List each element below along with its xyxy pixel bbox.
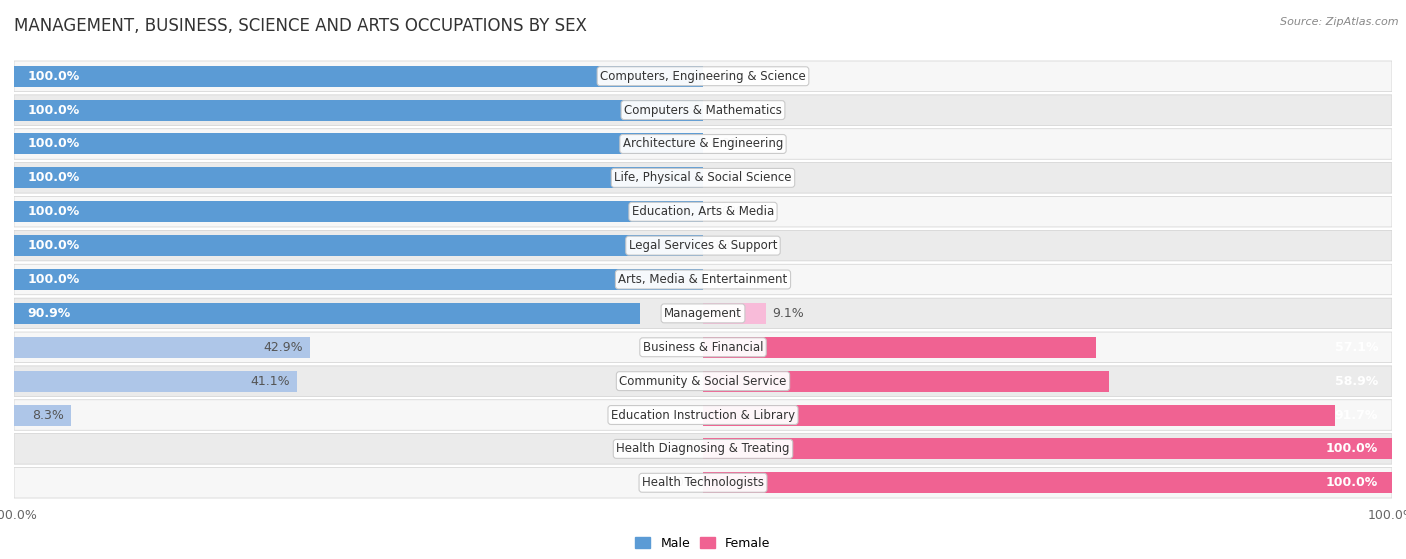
Text: Arts, Media & Entertainment: Arts, Media & Entertainment <box>619 273 787 286</box>
FancyBboxPatch shape <box>14 366 1392 396</box>
Text: 0.0%: 0.0% <box>664 476 696 489</box>
Bar <box>703 438 1392 459</box>
Text: Education Instruction & Library: Education Instruction & Library <box>612 409 794 421</box>
Bar <box>703 472 1392 493</box>
Bar <box>14 235 703 256</box>
FancyBboxPatch shape <box>14 163 1392 193</box>
Bar <box>14 66 703 87</box>
Bar <box>14 201 703 222</box>
Text: 0.0%: 0.0% <box>710 239 742 252</box>
Bar <box>14 337 309 358</box>
Text: Health Diagnosing & Treating: Health Diagnosing & Treating <box>616 442 790 456</box>
Text: 100.0%: 100.0% <box>28 172 80 184</box>
Text: 100.0%: 100.0% <box>28 205 80 218</box>
FancyBboxPatch shape <box>14 434 1392 464</box>
Text: 0.0%: 0.0% <box>664 442 696 456</box>
Text: 0.0%: 0.0% <box>710 70 742 83</box>
Bar <box>703 337 1097 358</box>
Text: 41.1%: 41.1% <box>250 375 290 387</box>
Text: 8.3%: 8.3% <box>32 409 65 421</box>
Bar <box>14 167 703 188</box>
Text: 0.0%: 0.0% <box>710 103 742 117</box>
Text: 100.0%: 100.0% <box>28 103 80 117</box>
Text: 100.0%: 100.0% <box>1326 442 1378 456</box>
Text: 9.1%: 9.1% <box>772 307 804 320</box>
Bar <box>14 100 703 121</box>
Text: 100.0%: 100.0% <box>28 273 80 286</box>
Text: 0.0%: 0.0% <box>710 205 742 218</box>
FancyBboxPatch shape <box>14 467 1392 498</box>
Text: 0.0%: 0.0% <box>710 138 742 150</box>
FancyBboxPatch shape <box>14 264 1392 295</box>
Text: Life, Physical & Social Science: Life, Physical & Social Science <box>614 172 792 184</box>
Text: Source: ZipAtlas.com: Source: ZipAtlas.com <box>1281 17 1399 27</box>
Text: 57.1%: 57.1% <box>1334 341 1378 354</box>
Text: Computers, Engineering & Science: Computers, Engineering & Science <box>600 70 806 83</box>
Text: 0.0%: 0.0% <box>710 273 742 286</box>
Text: Legal Services & Support: Legal Services & Support <box>628 239 778 252</box>
Text: Business & Financial: Business & Financial <box>643 341 763 354</box>
Text: Architecture & Engineering: Architecture & Engineering <box>623 138 783 150</box>
Bar <box>14 303 640 324</box>
Text: Computers & Mathematics: Computers & Mathematics <box>624 103 782 117</box>
Text: 100.0%: 100.0% <box>28 70 80 83</box>
Text: Management: Management <box>664 307 742 320</box>
Bar <box>703 405 1334 425</box>
Text: 100.0%: 100.0% <box>28 138 80 150</box>
FancyBboxPatch shape <box>14 61 1392 92</box>
Bar <box>14 405 72 425</box>
FancyBboxPatch shape <box>14 298 1392 329</box>
Text: Community & Social Service: Community & Social Service <box>619 375 787 387</box>
Text: 0.0%: 0.0% <box>710 172 742 184</box>
FancyBboxPatch shape <box>14 95 1392 125</box>
Bar <box>14 371 297 392</box>
Text: 90.9%: 90.9% <box>28 307 72 320</box>
FancyBboxPatch shape <box>14 197 1392 227</box>
Bar <box>703 303 766 324</box>
FancyBboxPatch shape <box>14 129 1392 159</box>
Text: Health Technologists: Health Technologists <box>643 476 763 489</box>
Legend: Male, Female: Male, Female <box>630 532 776 555</box>
Text: Education, Arts & Media: Education, Arts & Media <box>631 205 775 218</box>
Bar <box>14 134 703 154</box>
FancyBboxPatch shape <box>14 400 1392 430</box>
Text: 91.7%: 91.7% <box>1334 409 1378 421</box>
Text: 100.0%: 100.0% <box>1326 476 1378 489</box>
Bar <box>14 269 703 290</box>
FancyBboxPatch shape <box>14 332 1392 362</box>
Bar <box>703 371 1109 392</box>
Text: 58.9%: 58.9% <box>1334 375 1378 387</box>
Text: MANAGEMENT, BUSINESS, SCIENCE AND ARTS OCCUPATIONS BY SEX: MANAGEMENT, BUSINESS, SCIENCE AND ARTS O… <box>14 17 586 35</box>
Text: 100.0%: 100.0% <box>28 239 80 252</box>
FancyBboxPatch shape <box>14 230 1392 261</box>
Text: 42.9%: 42.9% <box>263 341 302 354</box>
